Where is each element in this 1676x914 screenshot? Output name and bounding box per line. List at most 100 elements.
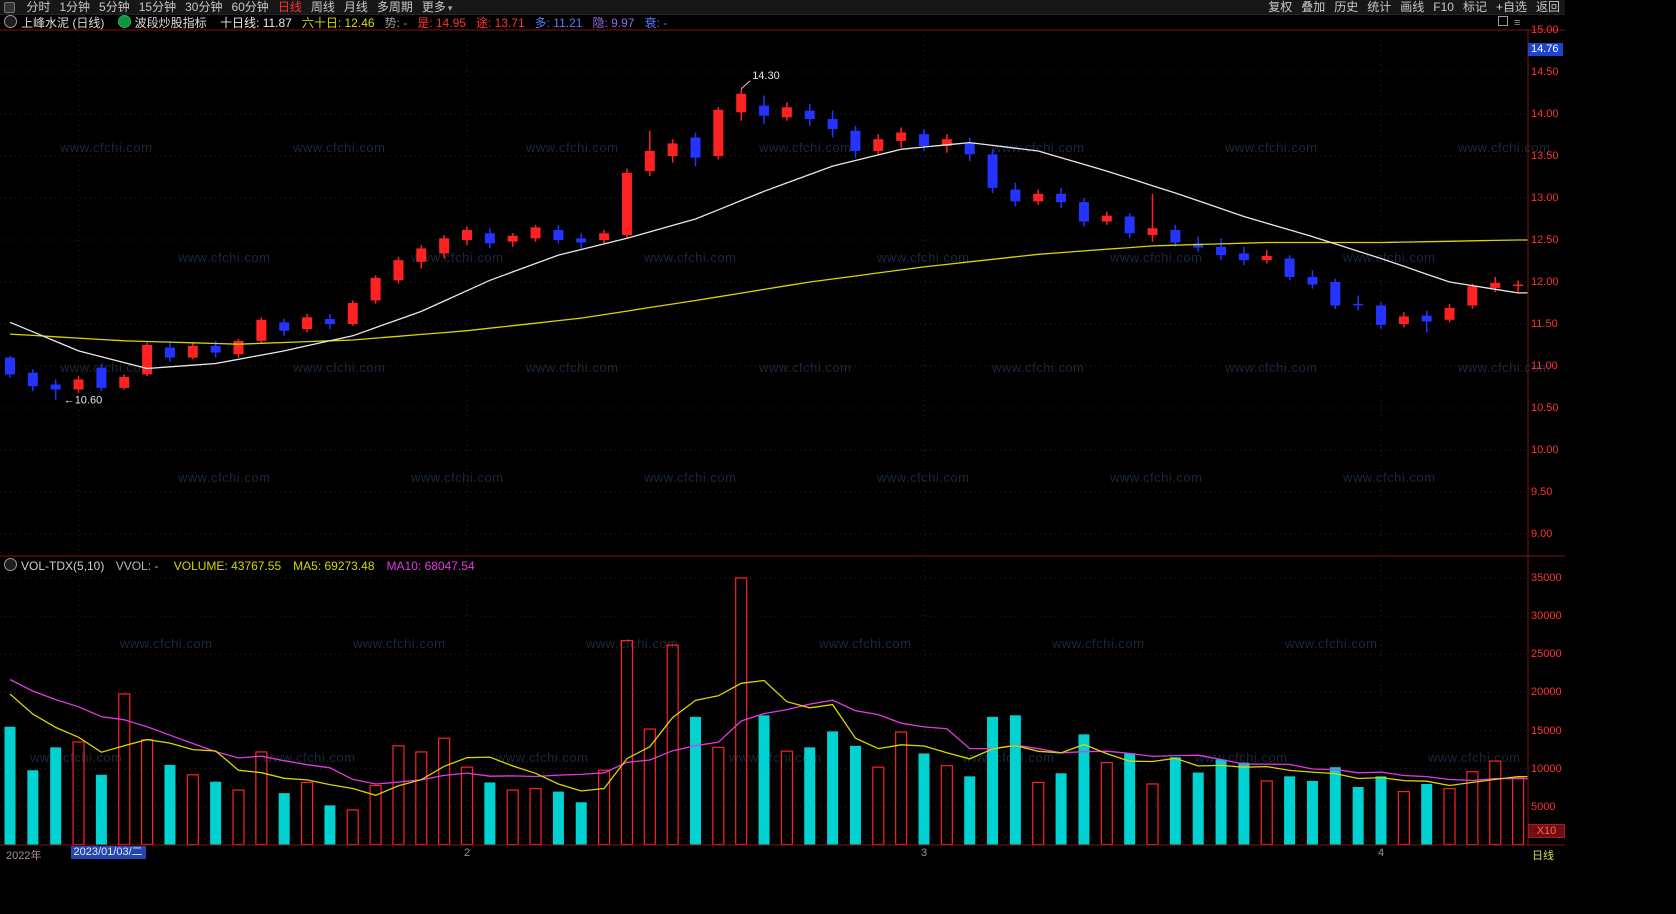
price-axis-label: 11.50 [1531, 318, 1558, 330]
info-field-4: 途: 13.71 [475, 16, 525, 30]
watermark-text: www.cfchi.com [525, 140, 618, 155]
watermark-text: www.cfchi.com [1342, 470, 1435, 485]
period-tab-4[interactable]: 30分钟 [185, 0, 223, 14]
toolbar-right: 复权 叠加 历史 统计 画线 F10 标记 +自选 返回 [1259, 0, 1560, 14]
stock-title: 上峰水泥 (日线) [21, 16, 105, 30]
period-menubar: 分时 1分钟 5分钟 15分钟 30分钟 60分钟 日线 周线 月线 多周期 更多 ▾ [0, 0, 1565, 15]
price-axis-label: 12.00 [1531, 276, 1559, 288]
period-menu: 分时 1分钟 5分钟 15分钟 30分钟 60分钟 日线 周线 月线 多周期 更多 ▾ [26, 0, 461, 14]
back-button[interactable]: 返回 [1535, 0, 1560, 14]
add-watchlist-button[interactable]: +自选 [1495, 0, 1527, 14]
volume-unit-badge: X10 [1528, 824, 1565, 838]
watermark-text: www.cfchi.com [525, 360, 618, 375]
volume-axis-label: 15000 [1531, 724, 1562, 737]
volume-axis-label: 25000 [1531, 648, 1562, 661]
watermark-text: www.cfchi.com [585, 636, 678, 651]
draw-line-button[interactable]: 画线 [1400, 0, 1425, 14]
period-tab-3[interactable]: 15分钟 [138, 0, 177, 14]
watermark-text: www.cfchi.com [728, 750, 821, 765]
watermark-text: www.cfchi.com [643, 250, 736, 265]
watermark-text: www.cfchi.com [1457, 360, 1550, 375]
price-axis-label: 15.00 [1531, 24, 1559, 36]
watermark-text: www.cfchi.com [1051, 636, 1144, 651]
period-tab-0[interactable]: 分时 [26, 0, 51, 14]
watermark-text: www.cfchi.com [1284, 636, 1377, 651]
month-tick-3: 3 [921, 847, 928, 859]
vvol-label: VVOL: - [115, 559, 159, 573]
price-axis-label: 11.00 [1531, 360, 1558, 372]
period-tab-9[interactable]: 多周期 [376, 0, 413, 14]
price-annotation: ←10.60 [64, 395, 103, 407]
period-label: 日线 [1532, 850, 1554, 862]
watermark-text: www.cfchi.com [876, 250, 969, 265]
watermark-text: www.cfchi.com [410, 250, 503, 265]
watermark-text: www.cfchi.com [643, 470, 736, 485]
watermark-text: www.cfchi.com [1457, 140, 1550, 155]
info-field-3: 是: 14.95 [417, 16, 466, 30]
price-annotation: 14.30 [752, 70, 780, 82]
pane-controls: ≡ [1498, 16, 1520, 29]
year-label: 2022年 [6, 850, 42, 862]
pane-menu-icon[interactable]: ≡ [1514, 17, 1521, 29]
price-axis-label: 13.00 [1531, 192, 1559, 204]
month-tick-2: 2 [464, 847, 471, 859]
period-tab-8[interactable]: 月线 [343, 0, 368, 14]
info-field-1: 六十日: 12.46 [301, 16, 375, 30]
period-tab-7[interactable]: 周线 [310, 0, 335, 14]
volume-axis-label: 5000 [1531, 800, 1556, 813]
period-tab-5[interactable]: 60分钟 [231, 0, 269, 14]
vol-field-0: VOLUME: 43767.55 [173, 559, 282, 573]
stock-indicator-icon[interactable] [4, 15, 17, 28]
period-tab-6[interactable]: 日线 [277, 0, 302, 14]
watermark-text: www.cfchi.com [292, 140, 385, 155]
pane-expand-icon[interactable] [1498, 16, 1508, 26]
price-axis-label: 10.50 [1531, 402, 1559, 414]
info-field-7: 衰: - [644, 16, 668, 30]
indicator-title[interactable]: 波段炒股指标 [134, 16, 207, 30]
vol-indicator-name[interactable]: VOL-TDX(5,10) [21, 559, 105, 573]
watermark-text: www.cfchi.com [991, 140, 1084, 155]
watermark-text: www.cfchi.com [495, 750, 588, 765]
info-field-6: 隐: 9.97 [592, 16, 635, 30]
statistics-button[interactable]: 统计 [1367, 0, 1392, 14]
watermark-text: www.cfchi.com [1427, 750, 1520, 765]
overlay-button[interactable]: 叠加 [1301, 0, 1326, 14]
watermark-text: www.cfchi.com [961, 750, 1054, 765]
watermark-text: www.cfchi.com [1109, 250, 1202, 265]
watermark-text: www.cfchi.com [410, 470, 503, 485]
period-tab-2[interactable]: 5分钟 [99, 0, 130, 14]
watermark-text: www.cfchi.com [262, 750, 355, 765]
restore-rights-button[interactable]: 复权 [1268, 0, 1293, 14]
info-field-0: 十日线: 11.87 [220, 16, 292, 30]
price-axis-label: 10.00 [1531, 444, 1559, 456]
price-axis-label: 13.50 [1531, 150, 1559, 162]
watermark-text: www.cfchi.com [1342, 250, 1435, 265]
history-button[interactable]: 历史 [1334, 0, 1359, 14]
period-tab-10[interactable]: 更多 ▾ [421, 0, 453, 14]
period-tab-1[interactable]: 1分钟 [59, 0, 91, 14]
vol-indicator-icon[interactable] [4, 558, 17, 571]
date-label: 2023/01/03/二 [70, 846, 146, 859]
app-icon[interactable] [4, 2, 15, 13]
volume-values: VOLUME: 43767.55 MA5: 69273.48 MA10: 68047… [162, 559, 475, 573]
watermark-text: www.cfchi.com [177, 470, 270, 485]
watermark-text: www.cfchi.com [991, 360, 1084, 375]
watermark-text: www.cfchi.com [1109, 470, 1202, 485]
watermark-text: www.cfchi.com [1224, 360, 1317, 375]
f10-button[interactable]: F10 [1433, 0, 1454, 14]
vol-field-1: MA5: 69273.48 [293, 559, 375, 573]
volume-axis-label: 30000 [1531, 610, 1562, 623]
volume-axis-label: 10000 [1531, 762, 1562, 775]
volume-pane-header: VOL-TDX(5,10) VVOL: - VOLUME: 43767.55 MA… [4, 558, 475, 573]
band-indicator-icon[interactable] [117, 15, 131, 28]
price-axis-label: 14.50 [1531, 66, 1559, 78]
info-field-2: 势: - [384, 16, 408, 30]
chevron-down-icon: ▾ [447, 3, 453, 13]
watermark-text: www.cfchi.com [177, 250, 270, 265]
price-axis-label: 9.00 [1531, 528, 1553, 540]
timeline-bar: 2022年 2023/01/03/二 日线 2 3 4 [0, 846, 1565, 862]
watermark-text: www.cfchi.com [29, 750, 122, 765]
mark-button[interactable]: 标记 [1462, 0, 1487, 14]
